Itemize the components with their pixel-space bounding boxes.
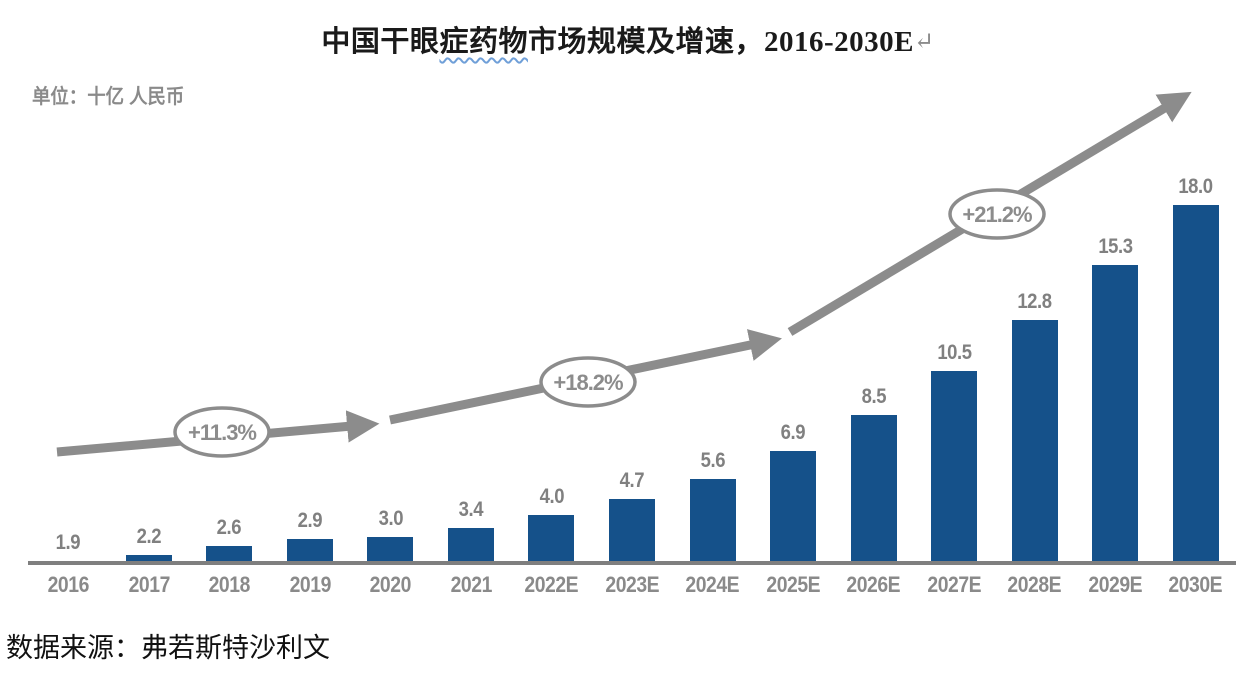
- bar-column: 2.9: [270, 509, 351, 563]
- bar-value-label: 2.9: [297, 509, 323, 533]
- bar: [1011, 320, 1058, 563]
- bar-column: 4.0: [511, 485, 592, 563]
- bar: [1092, 265, 1139, 563]
- x-axis-label: 2026E: [846, 572, 901, 597]
- bar-column: 10.5: [914, 341, 995, 563]
- bar-column: 3.4: [431, 498, 512, 563]
- bar: [206, 545, 253, 563]
- x-axis-label: 2020: [369, 572, 412, 597]
- x-axis-label: 2030E: [1168, 572, 1223, 597]
- x-axis-label: 2023E: [605, 572, 659, 597]
- x-axis-line: [28, 561, 1236, 565]
- title-wavy-segment: 症药物: [439, 26, 528, 58]
- bar-column: 18.0: [1155, 175, 1236, 563]
- bar: [447, 528, 494, 563]
- x-axis-label: 2028E: [1007, 572, 1062, 597]
- bar-value-label: 4.0: [539, 484, 564, 508]
- title-year-range: 2016-2030E: [763, 26, 914, 58]
- x-axis-label: 2024E: [685, 572, 740, 597]
- x-axis-label: 2022E: [524, 572, 579, 597]
- title-part2: 市场规模及增速，: [527, 26, 764, 58]
- x-axis-label: 2027E: [927, 572, 982, 597]
- bar-value-label: 15.3: [1098, 235, 1133, 259]
- bar-value-label: 10.5: [937, 341, 972, 365]
- bar-value-label: 8.5: [861, 385, 886, 409]
- bar: [689, 479, 736, 563]
- bar-value-label: 1.9: [56, 531, 81, 555]
- x-axis-label: 2017: [128, 572, 170, 597]
- bar: [528, 514, 575, 563]
- bar-column: 1.9: [28, 531, 109, 563]
- data-source-caption: 数据来源：弗若斯特沙利文: [6, 633, 330, 663]
- bar-column: 15.3: [1075, 235, 1156, 563]
- bar-column: 4.7: [592, 469, 673, 563]
- bar-value-label: 2.2: [136, 524, 162, 548]
- bar: [367, 536, 414, 563]
- paragraph-return-icon: ↵: [913, 29, 935, 55]
- x-axis-label: 2025E: [766, 572, 820, 597]
- x-axis-label: 2021: [450, 572, 492, 597]
- bar-column: 2.6: [189, 516, 270, 563]
- bar-column: 8.5: [833, 385, 914, 563]
- bar-value-label: 3.0: [378, 506, 403, 530]
- unit-label: 单位：十亿 人民币: [32, 86, 185, 108]
- bar-value-label: 3.4: [458, 498, 484, 522]
- title-part1: 中国干眼: [321, 26, 440, 58]
- x-axis-label: 2016: [47, 572, 90, 597]
- bar-column: 5.6: [672, 449, 753, 563]
- bar: [608, 499, 655, 563]
- x-axis-label: 2029E: [1088, 572, 1143, 597]
- bar-value-label: 2.6: [217, 515, 242, 539]
- bar: [286, 539, 333, 563]
- bar: [770, 450, 817, 563]
- x-axis-label: 2019: [289, 572, 331, 597]
- bar: [850, 415, 897, 563]
- bar-column: 3.0: [350, 507, 431, 563]
- chart-title: 中国干眼症药物市场规模及增速，2016-2030E↵: [0, 18, 1256, 60]
- x-axis-row: 2016 2017 2018 2019 2020 2021 2022E 2023E 2024E 2…: [28, 572, 1236, 598]
- bars-row: 1.9 2.2 2.6 2.9 3.0 3.4 4.0 4.7 5.6 6.9 8.5 10.5 12.…: [28, 130, 1236, 563]
- bar-column: 12.8: [994, 290, 1075, 563]
- bar-value-label: 6.9: [780, 420, 806, 444]
- bar: [125, 554, 172, 563]
- bar-column: 6.9: [753, 421, 834, 563]
- plot-area: 1.9 2.2 2.6 2.9 3.0 3.4 4.0 4.7 5.6 6.9 8.5 10.5 12.…: [28, 130, 1236, 563]
- bar-column: 2.2: [109, 525, 190, 563]
- bar-value-label: 12.8: [1017, 290, 1053, 314]
- bar-value-label: 5.6: [700, 449, 725, 473]
- bar: [931, 371, 978, 563]
- bar-value-label: 4.7: [619, 469, 645, 493]
- bar-value-label: 18.0: [1178, 175, 1214, 199]
- x-axis-label: 2018: [208, 572, 251, 597]
- bar: [1172, 205, 1219, 563]
